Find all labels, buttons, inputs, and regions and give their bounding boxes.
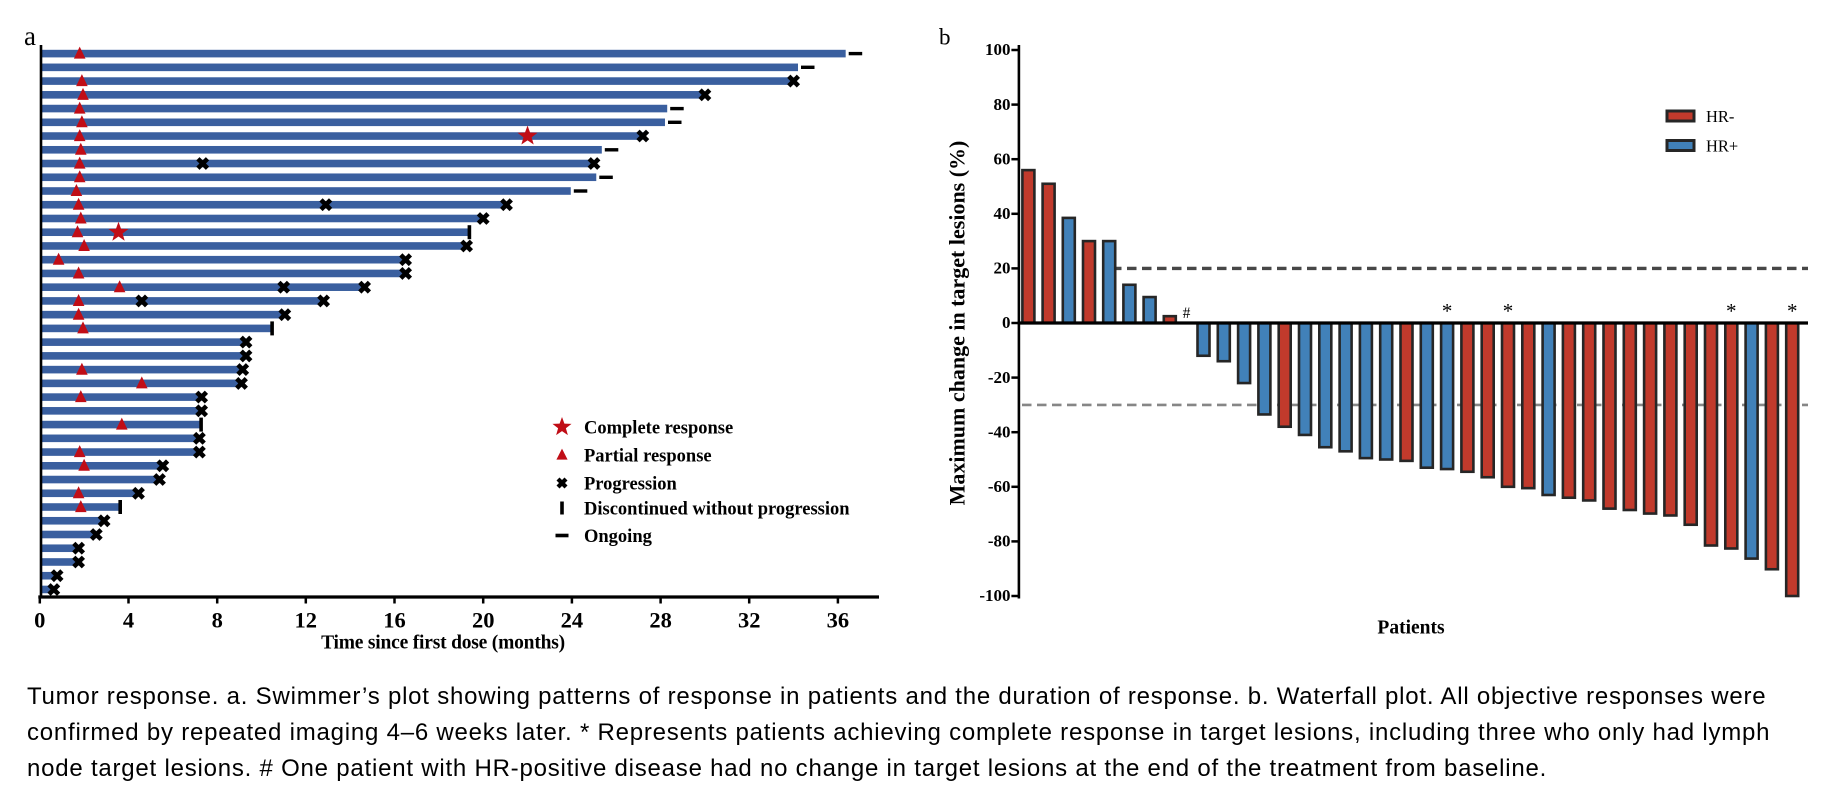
svg-text:16: 16 [383, 608, 406, 633]
svg-text:*: * [1787, 299, 1798, 323]
svg-text:40: 40 [994, 204, 1011, 223]
svg-text:100: 100 [985, 40, 1011, 59]
svg-text:0: 0 [1002, 313, 1011, 332]
svg-text:*: * [1726, 299, 1737, 323]
svg-text:8: 8 [212, 608, 223, 633]
svg-text:Partial response: Partial response [584, 447, 712, 467]
svg-text:Ongoing: Ongoing [584, 527, 653, 547]
svg-text:0: 0 [34, 608, 45, 633]
svg-text:12: 12 [295, 608, 318, 633]
svg-text:4: 4 [123, 608, 134, 633]
svg-text:Discontinued without progressi: Discontinued without progression [584, 500, 850, 520]
svg-text:Progression: Progression [584, 475, 678, 495]
svg-text:Time since first dose (months): Time since first dose (months) [321, 633, 565, 654]
svg-text:HR-: HR- [1706, 107, 1734, 126]
svg-text:80: 80 [994, 95, 1011, 114]
svg-text:a: a [24, 21, 36, 51]
svg-text:#: # [1183, 305, 1191, 322]
svg-text:-40: -40 [988, 422, 1011, 441]
svg-text:-80: -80 [988, 532, 1011, 551]
svg-text:20: 20 [994, 259, 1011, 278]
svg-text:b: b [939, 25, 951, 50]
svg-text:*: * [1442, 299, 1453, 323]
svg-text:60: 60 [994, 149, 1011, 168]
svg-text:28: 28 [649, 608, 672, 633]
svg-text:HR+: HR+ [1706, 137, 1738, 156]
svg-text:32: 32 [738, 608, 761, 633]
svg-text:24: 24 [561, 608, 584, 633]
svg-text:Patients: Patients [1377, 618, 1445, 639]
svg-text:Maximum change in target lesio: Maximum change in target lesions (%) [945, 141, 970, 506]
svg-text:-100: -100 [979, 586, 1010, 605]
svg-text:*: * [1503, 299, 1514, 323]
svg-text:-60: -60 [988, 477, 1011, 496]
svg-text:Complete response: Complete response [584, 419, 733, 439]
svg-text:-20: -20 [988, 368, 1011, 387]
svg-text:20: 20 [472, 608, 495, 633]
svg-text:36: 36 [827, 608, 850, 633]
